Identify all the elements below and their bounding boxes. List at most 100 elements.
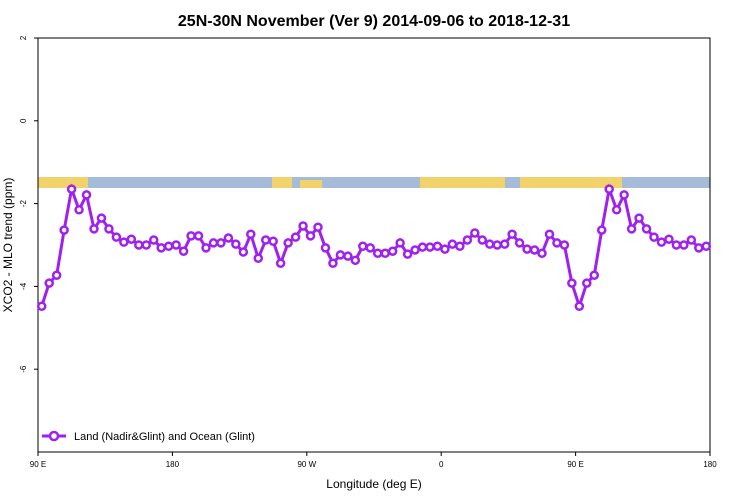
data-point (529, 245, 540, 255)
data-point (134, 240, 144, 250)
data-point (343, 251, 353, 261)
data-point (537, 248, 547, 259)
data-point (260, 235, 271, 245)
data-point (619, 190, 629, 200)
data-point (44, 278, 54, 288)
data-point (111, 232, 122, 242)
data-point (89, 224, 99, 234)
data-point (104, 224, 114, 234)
data-point (477, 235, 488, 245)
data-point (335, 250, 346, 260)
data-point (492, 240, 502, 250)
data-point (358, 241, 368, 251)
data-point (462, 235, 473, 245)
x-tick-label: 0 (439, 460, 444, 469)
data-point (559, 240, 570, 250)
y-tick-label: -2 (19, 199, 28, 207)
data-point (417, 242, 428, 252)
y-axis-label: XCO2 - MLO trend (ppm) (1, 178, 15, 313)
data-point (74, 205, 84, 215)
data-point (268, 236, 278, 247)
data-point (216, 238, 226, 248)
data-point (395, 238, 405, 248)
data-point (522, 244, 532, 254)
data-point (238, 247, 249, 257)
data-point (634, 213, 644, 223)
data-point (208, 238, 219, 248)
y-tick-label: -6 (19, 365, 28, 373)
data-point (589, 270, 600, 280)
x-tick-label: 90 E (30, 460, 46, 469)
data-point (387, 246, 398, 256)
data-point (372, 248, 383, 259)
data-point (694, 243, 704, 253)
data-point (283, 238, 293, 248)
data-point (514, 238, 525, 248)
data-point (582, 278, 592, 288)
data-point (96, 213, 107, 223)
x-tick-label: 90 W (297, 460, 316, 469)
data-point (656, 237, 667, 247)
data-point (253, 253, 264, 263)
data-point (201, 243, 211, 253)
data-point (641, 224, 652, 234)
data-point (574, 301, 585, 312)
data-point (186, 231, 196, 241)
data-point (440, 244, 450, 254)
data-point (275, 258, 286, 268)
data-point (171, 240, 181, 250)
data-point (402, 249, 413, 259)
data-point (686, 235, 697, 245)
data-point (313, 222, 323, 232)
chart-title: 25N-30N November (Ver 9) 2014-09-06 to 2… (178, 13, 570, 30)
data-point (163, 241, 174, 251)
data-point (447, 239, 458, 249)
data-point (410, 245, 420, 255)
data-point (290, 232, 301, 242)
data-point (320, 243, 331, 253)
data-point (36, 301, 47, 312)
data-point (156, 243, 166, 253)
data-point (507, 229, 517, 239)
legend-label: Land (Nadir&Glint) and Ocean (Glint) (74, 431, 255, 443)
data-point (567, 278, 577, 288)
legend: Land (Nadir&Glint) and Ocean (Glint) (42, 430, 255, 443)
data-point (298, 221, 308, 231)
y-tick-label: 2 (19, 35, 28, 40)
data-point (178, 246, 189, 256)
data-point (552, 238, 562, 248)
data-point (664, 234, 674, 244)
data-point (671, 240, 682, 250)
data-point (119, 237, 129, 247)
data-point (626, 224, 637, 234)
data-point (365, 243, 376, 253)
data-point (223, 233, 234, 243)
data-point (596, 225, 607, 235)
data-point (425, 242, 435, 252)
data-point (148, 235, 159, 245)
data-point (499, 239, 510, 249)
y-tick-label: -4 (19, 282, 28, 290)
data-point (455, 241, 465, 251)
data-point (350, 255, 361, 266)
data-point (701, 241, 712, 251)
data-point (231, 239, 241, 249)
data-point (59, 225, 69, 235)
y-tick-label: 0 (19, 118, 28, 123)
data-point (66, 184, 77, 194)
x-tick-label: 180 (166, 460, 180, 469)
data-point (193, 231, 204, 241)
data-point (305, 231, 316, 241)
data-point (328, 258, 338, 268)
legend-marker (48, 430, 60, 442)
data-point (649, 232, 659, 242)
data-point (51, 270, 62, 280)
data-point (611, 205, 622, 215)
x-tick-label: 180 (703, 460, 717, 469)
data-point (679, 240, 689, 250)
data-point (604, 184, 614, 194)
x-axis-label: Longitude (deg E) (326, 477, 421, 491)
data-point (544, 229, 555, 239)
data-point (484, 239, 495, 249)
